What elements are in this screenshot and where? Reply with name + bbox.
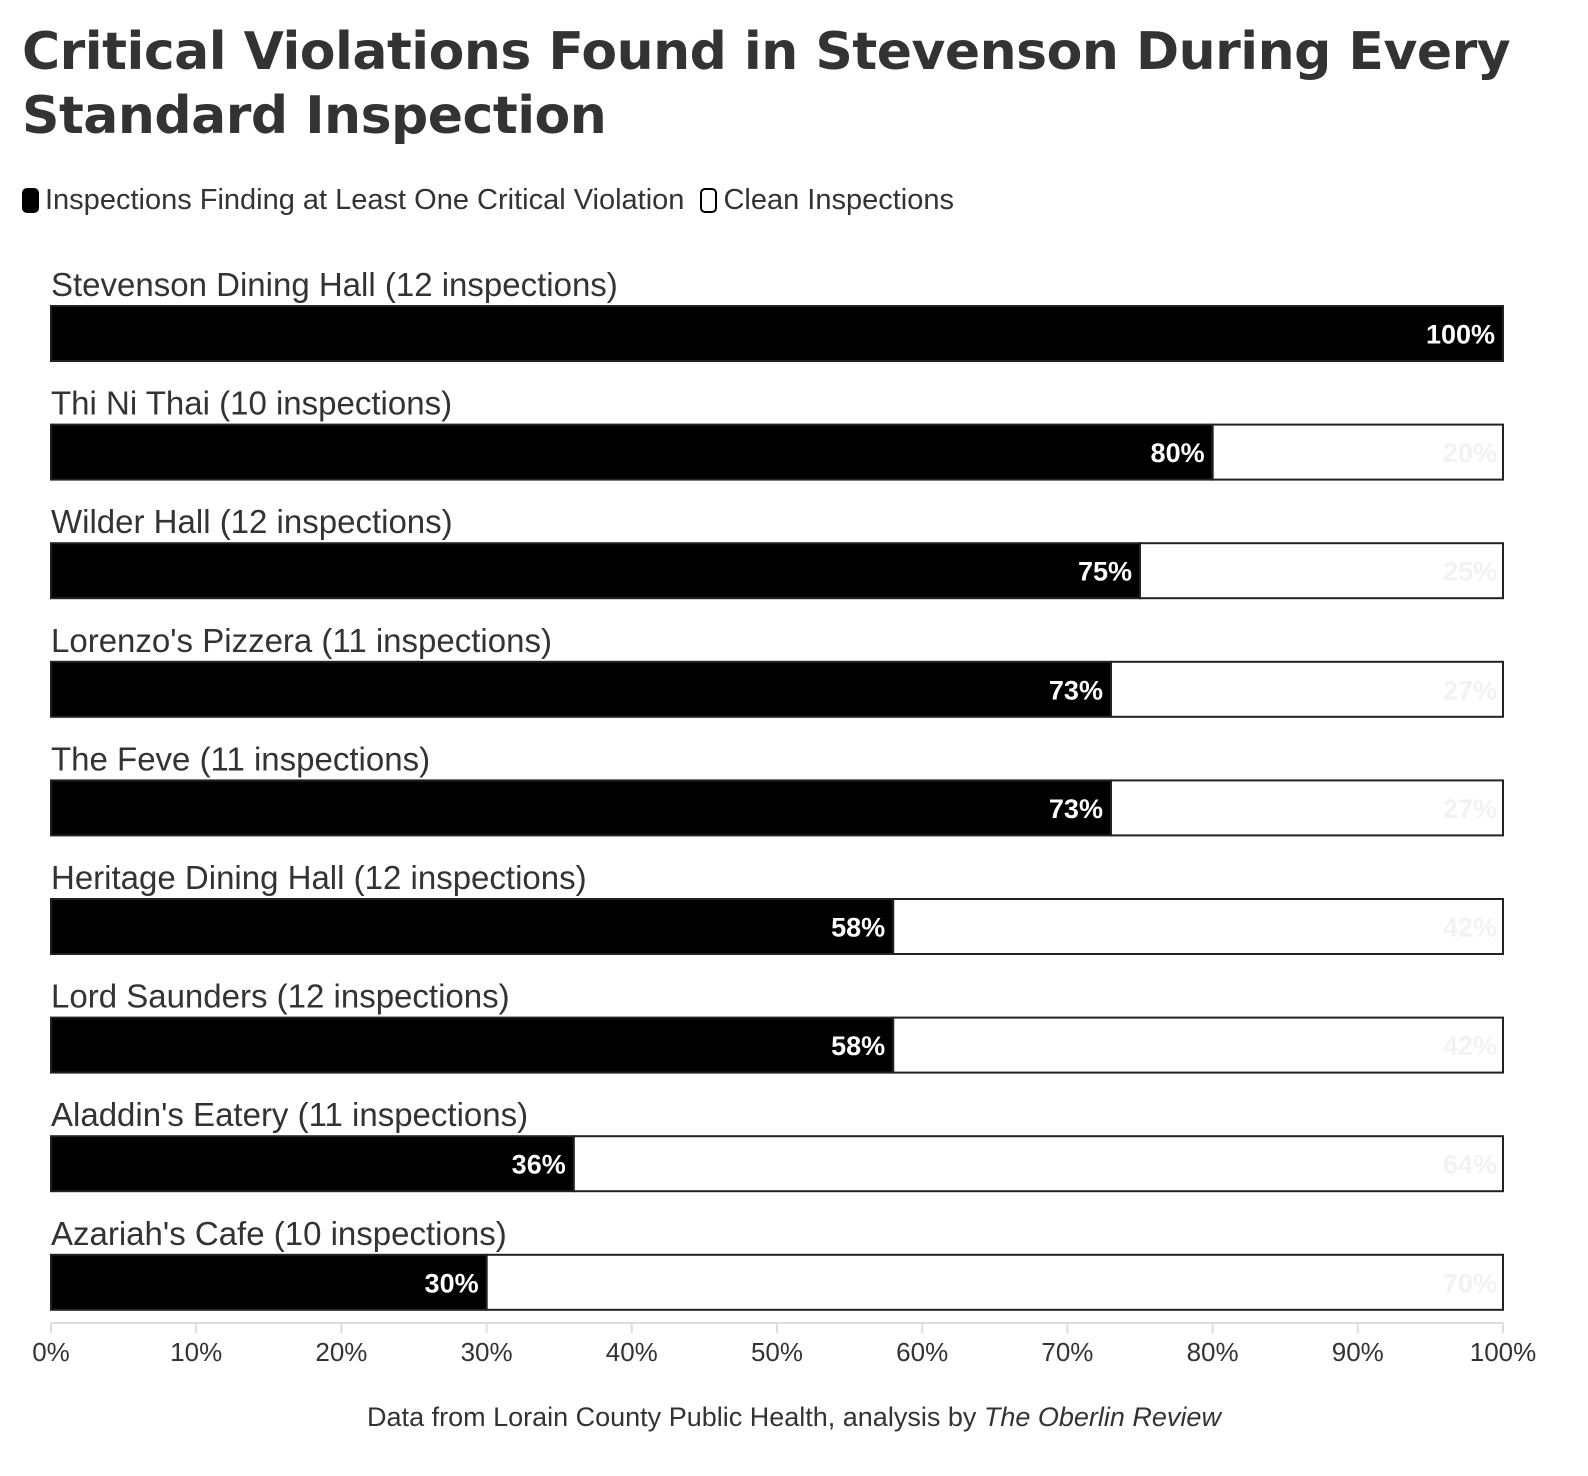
data-label-critical: 100%	[1426, 320, 1495, 350]
legend-label-clean: Clean Inspections	[723, 184, 954, 216]
chart-legend: Inspections Finding at Least One Critica…	[22, 184, 970, 217]
data-label-critical: 75%	[1078, 557, 1132, 587]
category-label: Lorenzo's Pizzera (11 inspections)	[51, 622, 552, 659]
legend-swatch-clean	[700, 188, 718, 213]
category-label: Stevenson Dining Hall (12 inspections)	[51, 266, 618, 303]
x-tick-label: 70%	[1041, 1337, 1093, 1367]
bar-critical	[50, 898, 895, 955]
x-tick-label: 0%	[32, 1337, 70, 1367]
data-label-critical: 58%	[831, 913, 885, 943]
category-label: The Feve (11 inspections)	[51, 740, 430, 777]
x-tick-label: 40%	[606, 1337, 658, 1367]
bar-clean	[1109, 779, 1504, 837]
category-label: Lord Saunders (12 inspections)	[51, 978, 510, 1015]
legend-swatch-critical	[22, 188, 39, 213]
x-tick-label: 100%	[1470, 1337, 1537, 1367]
data-label-critical: 73%	[1049, 794, 1103, 824]
x-tick-label: 90%	[1332, 1337, 1384, 1367]
legend-label-critical: Inspections Finding at Least One Critica…	[45, 184, 685, 216]
category-label: Thi Ni Thai (10 inspections)	[51, 385, 452, 422]
x-tick-label: 50%	[751, 1337, 803, 1367]
bar-clean	[892, 1016, 1504, 1074]
x-tick-label: 20%	[315, 1337, 367, 1367]
legend-item-clean: Clean Inspections	[700, 184, 954, 217]
data-label-clean: 27%	[1443, 675, 1497, 705]
bar-clean	[892, 898, 1504, 955]
category-label: Aladdin's Eatery (11 inspections)	[51, 1096, 528, 1133]
bar-critical	[50, 779, 1112, 837]
bar-critical	[50, 542, 1141, 600]
data-label-critical: 80%	[1151, 438, 1205, 468]
bar-clean	[485, 1253, 1505, 1311]
bar-critical	[50, 660, 1112, 718]
bar-clean	[1109, 660, 1504, 718]
legend-item-critical: Inspections Finding at Least One Critica…	[22, 184, 684, 217]
bar-critical	[50, 1016, 895, 1074]
data-label-clean: 42%	[1443, 913, 1497, 943]
data-label-clean: 27%	[1443, 794, 1497, 824]
category-label: Heritage Dining Hall (12 inspections)	[51, 859, 587, 896]
x-tick-label: 10%	[170, 1337, 222, 1367]
bar-critical	[50, 1135, 575, 1193]
chart-title: Critical Violations Found in Stevenson D…	[22, 22, 1511, 146]
x-tick-label: 80%	[1187, 1337, 1239, 1367]
bar-critical	[50, 305, 1504, 362]
data-label-critical: 30%	[425, 1268, 479, 1298]
bar-clean	[1211, 423, 1504, 481]
data-label-clean: 25%	[1443, 557, 1497, 587]
data-label-critical: 36%	[512, 1150, 566, 1180]
category-label: Azariah's Cafe (10 inspections)	[51, 1215, 507, 1252]
category-label: Wilder Hall (12 inspections)	[51, 503, 453, 540]
source-text: Data from Lorain County Public Health, a…	[367, 1402, 984, 1432]
data-label-clean: 42%	[1443, 1031, 1497, 1061]
x-tick-label: 60%	[896, 1337, 948, 1367]
data-label-critical: 73%	[1049, 675, 1103, 705]
x-tick-label: 30%	[461, 1337, 513, 1367]
bar-clean	[1139, 542, 1504, 600]
source-note: Data from Lorain County Public Health, a…	[0, 1402, 1588, 1433]
bar-critical	[50, 423, 1214, 481]
bar-clean	[572, 1135, 1504, 1193]
source-publication: The Oberlin Review	[983, 1402, 1221, 1432]
bar-critical	[50, 1253, 488, 1311]
data-label-clean: 70%	[1443, 1268, 1497, 1298]
data-label-critical: 58%	[831, 1031, 885, 1061]
data-label-clean: 20%	[1443, 438, 1497, 468]
data-label-clean: 64%	[1443, 1150, 1497, 1180]
